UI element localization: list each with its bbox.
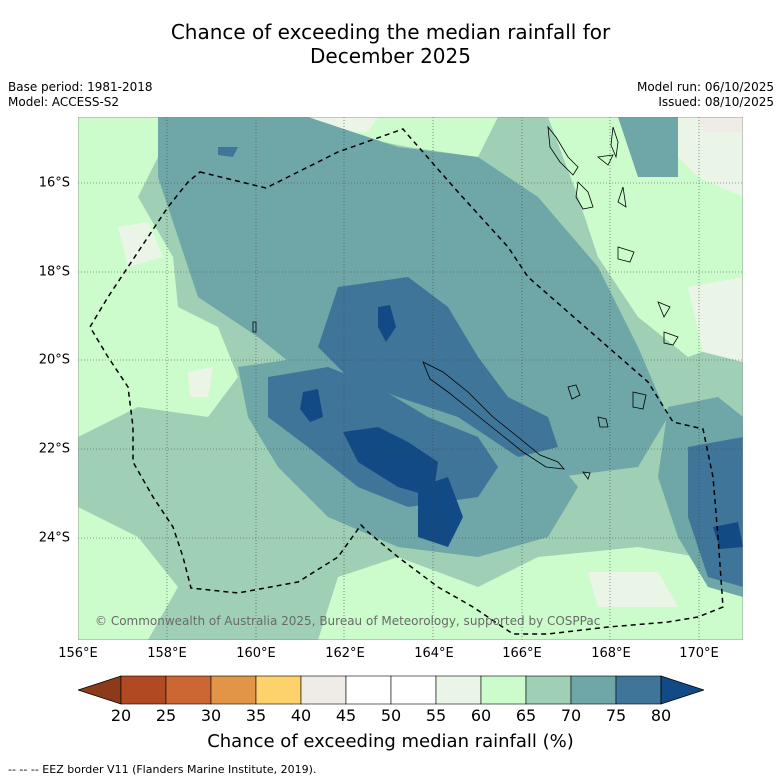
- colorbar-swatch: [435, 675, 482, 705]
- colorbar-swatch: [120, 675, 167, 705]
- region-80-plus-d: [378, 305, 396, 342]
- colorbar-tick: 45: [335, 706, 357, 725]
- meta-right: Model run: 06/10/2025 Issued: 08/10/2025: [637, 80, 774, 110]
- copyright-notice: © Commonwealth of Australia 2025, Bureau…: [95, 614, 601, 628]
- colorbar-swatch: [570, 675, 617, 705]
- colorbar-swatch: [615, 675, 662, 705]
- small-island: [252, 321, 257, 333]
- region-60-65-south: [318, 547, 743, 640]
- eez-border: [89, 128, 724, 635]
- region-80-plus-e: [713, 522, 743, 549]
- colorbar-swatch: [165, 675, 212, 705]
- colorbar-swatch: [300, 675, 347, 705]
- lat-label: 22°S: [38, 441, 70, 457]
- lon-label: 164°E: [414, 646, 454, 661]
- colorbar-tick: 70: [560, 706, 582, 725]
- lon-label: 168°E: [591, 646, 631, 661]
- region-55-60-s: [588, 572, 678, 607]
- colorbar-swatch: [345, 675, 392, 705]
- colorbar-swatch: [210, 675, 257, 705]
- region-75-80-ne-spot: [218, 147, 238, 157]
- region-80-plus-a: [343, 427, 438, 497]
- vanuatu-islands: [547, 125, 679, 346]
- region-60-65-top: [338, 117, 498, 157]
- region-80-plus-c: [300, 389, 323, 422]
- small-island-2: [582, 471, 591, 480]
- colorbar-swatch: [255, 675, 302, 705]
- colorbar-title: Chance of exceeding median rainfall (%): [207, 731, 574, 752]
- colorbar-swatch: [480, 675, 527, 705]
- region-60-65-sw: [78, 507, 178, 640]
- colorbar-tick: 40: [290, 706, 312, 725]
- colorbar-tick: 50: [380, 706, 402, 725]
- lat-label: 16°S: [38, 175, 70, 191]
- issued-date: Issued: 08/10/2025: [658, 95, 774, 109]
- colorbar-tick: 30: [200, 706, 222, 725]
- lon-label: 160°E: [236, 646, 276, 661]
- title-line-1: Chance of exceeding the median rainfall …: [170, 20, 611, 44]
- colorbar-swatch: [525, 675, 572, 705]
- colorbar-tick: 35: [245, 706, 267, 725]
- region-55-60-w2: [188, 367, 213, 397]
- lat-label: 18°S: [38, 264, 70, 280]
- model-name: Model: ACCESS-S2: [8, 95, 120, 109]
- lat-label: 24°S: [38, 530, 70, 546]
- loyalty-islands: [567, 384, 647, 428]
- model-run: Model run: 06/10/2025: [636, 80, 774, 94]
- lon-label: 166°E: [502, 646, 542, 661]
- colorbar-tick: 20: [110, 706, 132, 725]
- rainfall-map: [78, 117, 743, 640]
- title-line-2: December 2025: [310, 44, 471, 68]
- region-55-60-w: [118, 222, 163, 267]
- region-55-60-e: [688, 277, 743, 362]
- region-70-75-top-right: [618, 117, 678, 177]
- colorbar-tick: 25: [155, 706, 177, 725]
- lon-label: 158°E: [147, 646, 187, 661]
- region-60-65-west: [78, 117, 238, 437]
- region-40-45-ne: [698, 117, 743, 132]
- graticule: [78, 117, 743, 640]
- lon-label: 156°E: [58, 646, 98, 661]
- colorbar-extend-high: [660, 675, 704, 705]
- new-caledonia-island: [422, 361, 565, 470]
- colorbar-tick: 60: [470, 706, 492, 725]
- region-55-60-ne: [658, 117, 743, 197]
- lat-label: 20°S: [38, 352, 70, 368]
- map-title: Chance of exceeding the median rainfall …: [0, 20, 781, 68]
- lon-label: 162°E: [325, 646, 365, 661]
- colorbar-tick: 75: [605, 706, 627, 725]
- colorbar-tick: 80: [650, 706, 672, 725]
- colorbar-swatch: [390, 675, 437, 705]
- colorbar-tick: 65: [515, 706, 537, 725]
- colorbar-extend-low: [78, 675, 122, 705]
- colorbar: [78, 675, 704, 705]
- base-period: Base period: 1981-2018: [8, 80, 153, 94]
- meta-left: Base period: 1981-2018 Model: ACCESS-S2: [8, 80, 153, 110]
- region-80-plus-b: [418, 477, 463, 547]
- lon-label: 170°E: [679, 646, 719, 661]
- colorbar-tick: 55: [425, 706, 447, 725]
- eez-legend: -- -- -- EEZ border V11 (Flanders Marine…: [8, 763, 317, 776]
